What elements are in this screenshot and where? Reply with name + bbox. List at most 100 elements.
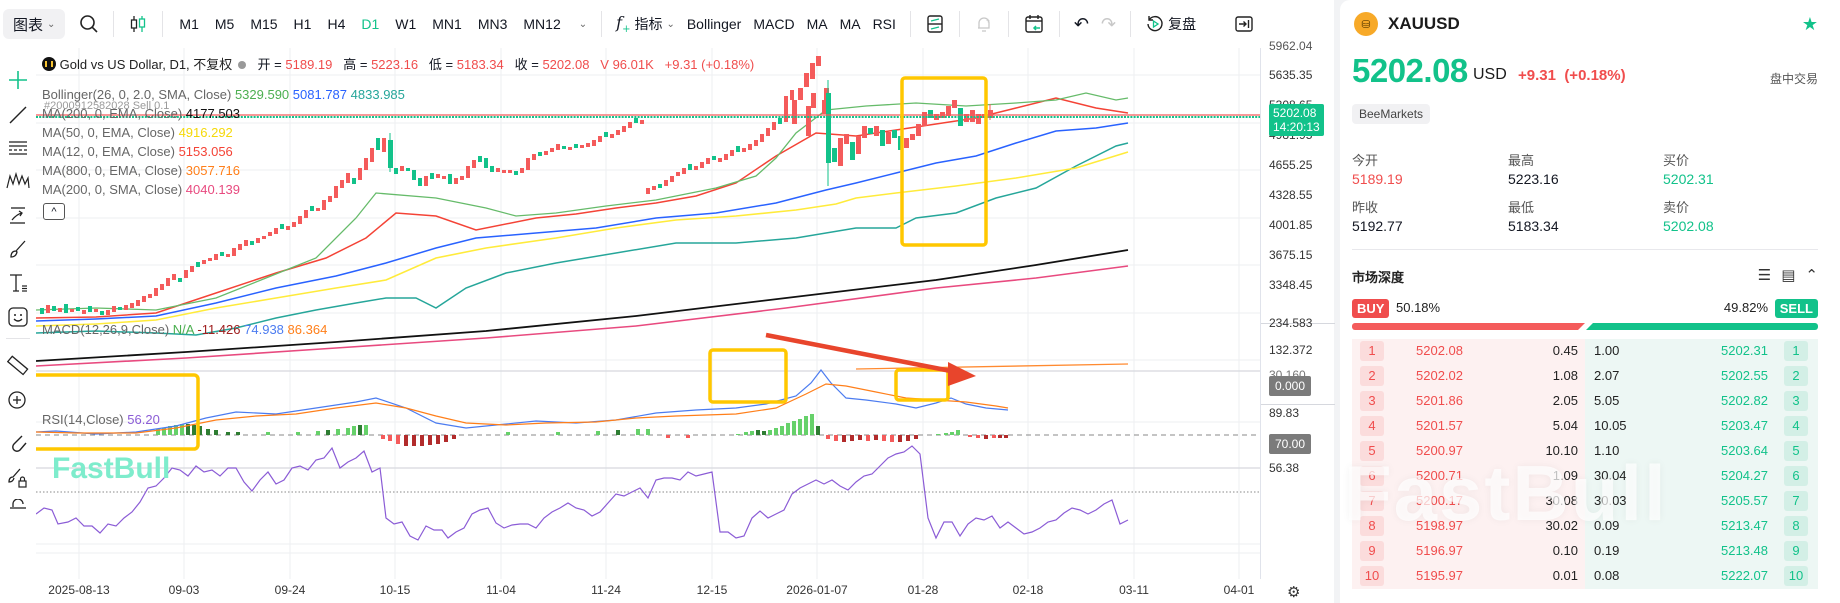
list-view-button[interactable]: ☰ (1758, 266, 1771, 284)
bid-side (1352, 339, 1585, 589)
price-chart[interactable]: Gold vs US Dollar, D1, 不复权 开 = 5189.19 高… (36, 48, 1260, 579)
order-book-row[interactable]: 4 5201.57 5.04 10.05 5203.47 4 (1352, 414, 1818, 439)
indicator-legend-bollinger[interactable]: Bollinger(26, 0, 2.0, SMA, Close) 5329.5… (42, 87, 405, 102)
go-to-date-button[interactable] (1017, 9, 1051, 39)
date-tick: 03-11 (1119, 583, 1149, 597)
macd-hist-value: -11.426 (197, 322, 241, 337)
crosshair-tool[interactable] (6, 68, 30, 92)
indicator-macd[interactable]: MACD (753, 16, 795, 32)
magnet-icon (12, 435, 27, 452)
indicator-legend-ema50[interactable]: MA(50, 0, EMA, Close) 4916.292 (42, 125, 233, 140)
macd-label: MACD(12,26,9,Close) (42, 322, 170, 337)
timeframe-d1[interactable]: D1 (361, 16, 380, 32)
order-book-row[interactable]: 1 5202.08 0.45 1.00 5202.31 1 (1352, 339, 1818, 364)
stat-label: 买价 (1663, 153, 1690, 168)
timeframe-mn3[interactable]: MN3 (477, 16, 508, 32)
price-axis[interactable]: 5962.04 5635.35 5308.65 4981.95 4655.25 … (1260, 39, 1335, 601)
timeframe-h1[interactable]: H1 (293, 16, 312, 32)
collapse-depth-button[interactable]: ⌃ (1805, 266, 1818, 284)
order-book-row[interactable]: 7 5200.17 30.08 30.03 5205.57 7 (1352, 489, 1818, 514)
order-book-row[interactable]: 3 5201.86 2.05 5.05 5202.82 3 (1352, 389, 1818, 414)
undo-button[interactable]: ↶ (1068, 9, 1095, 39)
ask-qty: 2.07 (1594, 368, 1620, 383)
detail-view-button[interactable]: ▤ (1781, 266, 1795, 284)
stat-label: 今开 (1352, 153, 1379, 168)
text-tool[interactable] (6, 271, 30, 295)
order-book-row[interactable]: 8 5198.97 30.02 0.09 5213.47 8 (1352, 514, 1818, 539)
change-value: +9.31 (+0.18%) (664, 57, 755, 72)
emoji-tool[interactable] (6, 305, 30, 329)
brush-tool[interactable] (6, 237, 30, 261)
indicator-legend-sma200[interactable]: MA(200, 0, SMA, Close) 4040.139 (42, 182, 240, 197)
ema200-label: MA(200, 0, EMA, Close) (42, 106, 183, 121)
ask-qty: 30.04 (1594, 468, 1627, 483)
ma800-line (855, 363, 1129, 370)
toolbar-divider (1058, 11, 1060, 37)
timeframe-mn1[interactable]: MN1 (432, 16, 462, 32)
chart-settings-button[interactable]: ⚙ (1287, 583, 1300, 601)
macd-legend[interactable]: MACD(12,26,9,Close) N/A -11.426 74.938 8… (42, 322, 327, 337)
pattern-tool[interactable] (6, 169, 30, 193)
order-book: 1 5202.08 0.45 1.00 5202.31 1 2 5202.02 1.08 2.0… (1352, 339, 1818, 589)
toolbar-divider (1130, 11, 1132, 37)
chart-type-button[interactable] (122, 9, 154, 39)
lock-drawings-tool[interactable] (6, 466, 30, 490)
projection-tool[interactable] (6, 203, 30, 227)
rsi-level-tag: 70.00 (1269, 434, 1312, 454)
order-book-row[interactable]: 9 5196.97 0.10 0.19 5213.48 9 (1352, 539, 1818, 564)
timeframe-m15[interactable]: M15 (250, 16, 278, 32)
rsi-legend[interactable]: RSI(14,Close) 56.20 (42, 412, 160, 427)
bid-qty: 2.05 (1552, 393, 1578, 408)
bid-price: 5196.97 (1416, 543, 1463, 558)
layout-button[interactable] (919, 9, 951, 39)
indicator-ma-2[interactable]: MA (839, 16, 861, 32)
indicator-rsi[interactable]: RSI (872, 16, 896, 32)
indicator-bollinger[interactable]: Bollinger (686, 16, 742, 32)
replay-button[interactable]: 复盘 (1139, 9, 1202, 39)
brush-lock-icon (8, 468, 27, 488)
indicator-legend-ema800[interactable]: MA(800, 0, EMA, Close) 3057.716 (42, 163, 240, 178)
date-axis[interactable]: 2025-08-13 09-03 09-24 10-15 11-04 11-24… (36, 579, 1260, 603)
channel-tool[interactable] (6, 136, 30, 160)
order-book-row[interactable]: 2 5202.02 1.08 2.07 5202.55 2 (1352, 364, 1818, 389)
rsi-tick: 56.38 (1269, 461, 1300, 475)
indicators-button[interactable]: f+ 指标 ⌄ (610, 9, 681, 39)
more-timeframes-button[interactable]: ⌄ (569, 9, 593, 39)
arrow-head-icon (948, 362, 976, 386)
zoom-in-tool[interactable] (6, 388, 30, 412)
ruler-tool[interactable] (6, 353, 30, 377)
collapse-panel-button[interactable] (1228, 9, 1260, 39)
timeframe-h4[interactable]: H4 (327, 16, 346, 32)
order-book-row[interactable]: 6 5200.71 1.09 30.04 5204.27 6 (1352, 464, 1818, 489)
brush-icon (10, 240, 26, 258)
open-label: 开 = (257, 57, 282, 72)
alert-button[interactable]: + (968, 9, 1000, 39)
order-book-row[interactable]: 10 5195.97 0.01 0.08 5222.07 10 (1352, 564, 1818, 589)
grid-lines (36, 48, 1260, 579)
indicator-ma[interactable]: MA (806, 16, 828, 32)
timeframe-mn12[interactable]: MN12 (523, 16, 561, 32)
indicators-label: 指标 (634, 16, 663, 32)
timeframe-w1[interactable]: W1 (395, 16, 417, 32)
redo-button[interactable]: ↷ (1095, 9, 1122, 39)
magnet-tool[interactable] (6, 432, 30, 456)
candlestick-icon (131, 16, 146, 32)
chevron-down-icon: ⌄ (666, 18, 675, 30)
collapse-legend-button[interactable]: ^ (43, 203, 65, 220)
chevron-up-icon: ^ (51, 205, 57, 218)
price-tick: 3675.15 (1269, 248, 1313, 262)
trend-line-tool[interactable] (6, 103, 30, 127)
buy-percentage: 50.18% (1396, 300, 1441, 315)
market-depth-title: 市场深度 (1352, 270, 1405, 285)
favorite-button[interactable]: ★ (1802, 14, 1818, 35)
chart-menu-button[interactable]: 图表 ⌄ (3, 9, 66, 39)
timeframe-m5[interactable]: M5 (214, 16, 235, 32)
search-button[interactable] (73, 9, 105, 39)
volume-value: V 96.01K (600, 57, 654, 72)
order-book-row[interactable]: 5 5200.97 10.10 1.10 5203.64 5 (1352, 439, 1818, 464)
calendar-icon (1025, 15, 1043, 33)
indicator-legend-ema12[interactable]: MA(12, 0, EMA, Close) 5153.056 (42, 144, 233, 159)
indicator-legend-ema200[interactable]: MA(200, 0, EMA, Close) 4177.503 (42, 106, 240, 121)
unlock-tool[interactable] (6, 494, 30, 518)
timeframe-m1[interactable]: M1 (179, 16, 199, 32)
